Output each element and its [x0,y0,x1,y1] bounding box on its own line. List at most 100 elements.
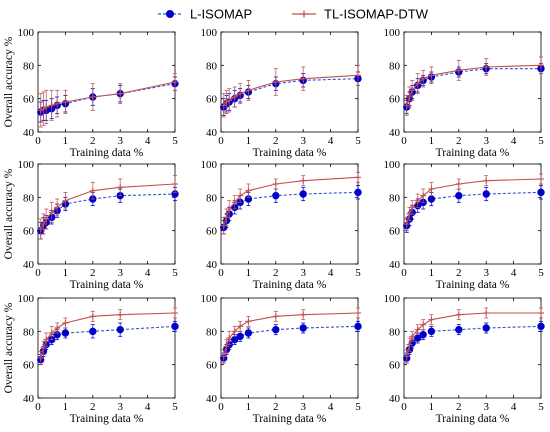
chart-panel: 0 1 2 3 4 5 40 60 80 100 Training data % [201,293,362,425]
data-point [54,204,61,211]
x-tick-label: 4 [511,267,517,279]
y-tick-label: 100 [18,27,35,39]
x-tick-label: 2 [456,267,462,279]
data-point [354,322,362,331]
y-tick-label: 80 [206,192,218,204]
data-point [54,100,61,107]
data-point [300,75,307,82]
series-1 [37,73,178,128]
legend-marker [166,10,174,18]
y-tick-label: 40 [389,127,401,139]
y-tick-label: 60 [389,360,401,372]
data-point [455,67,462,74]
y-tick-label: 40 [206,393,218,405]
data-point [226,97,233,104]
series-1 [220,64,361,118]
y-tick-label: 60 [389,226,401,238]
x-tick-label: 2 [273,135,279,147]
data-point [237,192,244,199]
series-line [223,78,359,108]
y-tick-label: 40 [389,393,401,405]
data-point [482,324,490,332]
data-point [354,188,362,197]
data-point [299,324,307,332]
x-axis-label: Training data % [70,279,144,291]
chart-panel: 0 1 2 3 4 5 40 60 80 100 Training data % [384,293,545,425]
series-1 [37,175,178,240]
data-point [231,199,238,206]
series-line [40,325,176,360]
x-tick-label: 4 [328,267,334,279]
y-tick-label: 100 [18,293,35,305]
y-tick-label: 100 [384,293,401,305]
data-point [299,190,307,198]
chart-panel: 0 1 2 3 4 5 40 60 80 100 Training data % [384,27,545,159]
series-line [406,325,542,359]
y-tick-label: 40 [23,259,35,271]
x-tick-label: 4 [328,401,334,413]
plot-frame [403,297,542,399]
series-line [406,178,542,225]
x-tick-label: 1 [63,135,69,147]
data-point [428,186,435,192]
data-point [43,336,50,343]
data-point [237,90,244,97]
y-tick-label: 60 [23,360,35,372]
series-1 [403,307,544,364]
data-point [272,325,280,334]
data-point [455,191,463,200]
series-1 [403,56,544,116]
chart-panel: 0 1 2 3 4 5 40 60 80 100 Training data % [201,159,362,291]
x-axis-label: Training data % [436,279,510,291]
x-tick-label: 0 [35,401,41,413]
data-point [538,62,544,69]
x-tick-label: 1 [429,401,435,413]
data-point [272,79,279,85]
x-tick-label: 0 [401,135,407,147]
series-0 [403,185,545,233]
x-axis-label: Training data % [70,413,144,425]
series-0 [37,186,179,240]
series-line [406,191,542,226]
data-point [61,329,70,337]
series-line [223,325,359,359]
x-tick-label: 5 [355,267,361,279]
legend-entry: TL-ISOMAP-DTW [292,7,429,22]
y-tick-label: 80 [206,326,218,338]
y-tick-label: 60 [206,360,218,372]
data-point [231,94,238,100]
data-point [355,310,361,316]
data-point [62,320,69,326]
data-point [419,330,427,339]
y-tick-label: 80 [23,192,35,204]
x-tick-label: 1 [246,267,252,279]
series-line [223,176,359,226]
x-tick-label: 0 [218,135,224,147]
y-tick-label: 40 [206,127,218,139]
series-line [223,74,359,106]
data-point [172,181,178,187]
x-tick-label: 3 [117,267,123,279]
series-1 [37,307,178,366]
data-point [272,181,279,187]
data-point [414,197,421,204]
x-tick-label: 2 [456,401,462,413]
y-tick-label: 100 [384,27,401,39]
chart-panel: 0 1 2 3 4 5 40 60 80 100 Training data % [384,159,545,291]
y-tick-label: 60 [206,226,218,238]
data-point [89,187,96,194]
data-point [43,104,50,110]
x-tick-label: 3 [300,267,306,279]
data-point [455,181,462,187]
series-line [40,312,176,359]
series-0 [403,63,545,115]
y-tick-label: 80 [389,192,401,204]
data-point [537,322,545,331]
x-tick-label: 3 [483,401,489,413]
y-tick-label: 80 [389,326,401,338]
y-tick-label: 80 [23,60,35,72]
data-point [117,311,124,318]
data-point [355,72,361,79]
x-tick-label: 5 [355,401,361,413]
